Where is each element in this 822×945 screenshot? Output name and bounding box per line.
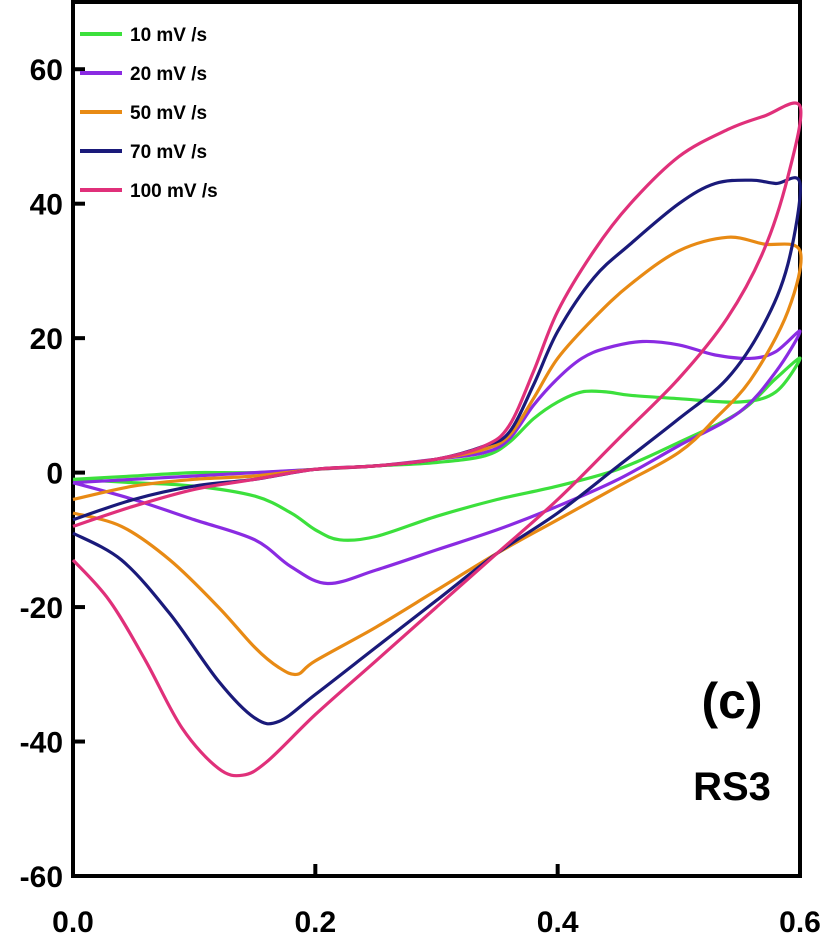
y-tick-label: -20 [20, 592, 63, 625]
legend-label: 70 mV /s [130, 142, 207, 163]
legend-label: 20 mV /s [130, 64, 207, 85]
plot-frame [71, 0, 802, 878]
legend-label: 100 mV /s [130, 181, 218, 202]
y-tick-label: 60 [30, 54, 63, 87]
legend: 10 mV /s 20 mV /s 50 mV /s 70 mV /s 100 mV /… [80, 25, 218, 202]
sample-label: RS3 [693, 765, 771, 809]
x-tick-label: 0.2 [294, 906, 336, 939]
cv-curve-0 [72, 356, 802, 542]
cv-curve-4 [71, 101, 803, 778]
y-tick-label: 0 [46, 458, 63, 491]
cv-curves [71, 101, 803, 778]
y-tick-label: -40 [20, 727, 63, 760]
axis-ticks: -60 -40 -20 0 20 40 60 0.0 0.2 0.4 0.6 [20, 54, 821, 939]
panel-label: (c) [701, 673, 762, 729]
y-tick-label: -60 [20, 861, 63, 894]
legend-label: 10 mV /s [130, 25, 207, 46]
x-tick-label: 0.6 [779, 906, 821, 939]
x-tick-label: 0.0 [52, 906, 94, 939]
legend-label: 50 mV /s [130, 103, 207, 124]
cv-curve-2 [72, 235, 803, 677]
cv-curve-3 [72, 176, 802, 726]
y-tick-label: 40 [30, 189, 63, 222]
x-tick-label: 0.4 [537, 906, 579, 939]
cv-curve-1 [72, 329, 802, 586]
y-tick-label: 20 [30, 323, 63, 356]
